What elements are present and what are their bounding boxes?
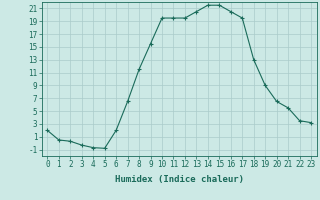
X-axis label: Humidex (Indice chaleur): Humidex (Indice chaleur) bbox=[115, 175, 244, 184]
